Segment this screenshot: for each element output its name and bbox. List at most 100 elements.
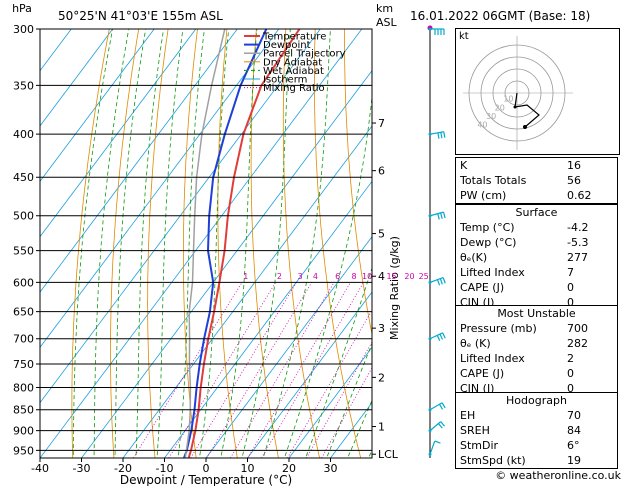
wind-barb	[429, 278, 446, 286]
hodograph-title: Hodograph	[456, 393, 617, 408]
hodograph-index-value: 19	[567, 453, 613, 468]
hodograph-storm-motion	[523, 125, 527, 129]
dry-adiabat-line	[218, 29, 237, 458]
surface-title: Surface	[456, 205, 617, 220]
mixing-ratio-value-label: 1	[243, 272, 248, 281]
datetime-label: 16.01.2022 06GMT (Base: 18)	[410, 9, 590, 23]
pressure-tick-label: 500	[13, 210, 34, 223]
most-unstable-row: CAPE (J) 0	[456, 366, 617, 381]
surface-row: Dewp (°C)-5.3	[456, 235, 617, 250]
surface-value: -5.3	[567, 235, 613, 250]
surface-label: Lifted Index	[460, 265, 525, 280]
surface-value: -4.2	[567, 220, 613, 235]
temp-tick-label: -40	[31, 462, 49, 475]
pressure-tick-label: 650	[13, 306, 34, 319]
mixing-ratio-value-label: 15	[386, 272, 396, 281]
dry-adiabat-line	[111, 29, 139, 458]
hodograph-index-label: SREH	[460, 423, 490, 438]
dry-adiabat-line	[374, 29, 443, 458]
mixing-ratio-value-label: 4	[313, 272, 318, 281]
pressure-unit-label: hPa	[12, 2, 32, 15]
most-unstable-value: 0	[567, 366, 613, 381]
wind-barb	[429, 422, 445, 432]
wind-barb	[429, 132, 445, 139]
pressure-tick-label: 950	[13, 444, 34, 457]
series-parcel-trajectory	[185, 29, 225, 458]
height-tick-label: 6	[378, 165, 385, 178]
index-row: K 16	[456, 158, 617, 173]
mixing-ratio-value-label: 8	[352, 272, 357, 281]
surface-value: 277	[567, 250, 613, 265]
mixing-ratio-value-label: 2	[277, 272, 282, 281]
most-unstable-value: 2	[567, 351, 613, 366]
hodograph-index-value: 6°	[567, 438, 613, 453]
most-unstable-row: θₑ (K)282	[456, 336, 617, 351]
isotherm-line	[82, 29, 404, 458]
index-value: 16	[567, 158, 613, 173]
index-label: K	[460, 158, 467, 173]
wind-barb	[429, 212, 446, 219]
most-unstable-value: 700	[567, 321, 613, 336]
wind-barb	[429, 333, 446, 341]
wet-adiabat-line	[156, 29, 183, 469]
x-axis-title: Dewpoint / Temperature (°C)	[120, 473, 292, 486]
mixing-ratio-axis-label: Mixing Ratio (g/kg)	[388, 236, 401, 340]
hodograph-point	[514, 106, 517, 109]
surface-row: CAPE (J)0	[456, 280, 617, 295]
index-value: 0.62	[567, 188, 613, 203]
height-tick-label: 3	[378, 322, 385, 335]
surface-row: Lifted Index 7	[456, 265, 617, 280]
mixing-ratio-value-label: 25	[419, 272, 429, 281]
most-unstable-label: Lifted Index	[460, 351, 525, 366]
pressure-tick-label: 800	[13, 382, 34, 395]
isotherm-line	[0, 29, 71, 458]
height-tick-label: 2	[378, 371, 385, 384]
pressure-tick-label: 750	[13, 358, 34, 371]
most-unstable-row: Lifted Index 2	[456, 351, 617, 366]
height-tick-label: LCL	[378, 448, 399, 461]
most-unstable-label: CAPE (J)	[460, 366, 504, 381]
height-unit-label-2: ASL	[376, 16, 398, 29]
hodograph-index-value: 84	[567, 423, 613, 438]
wet-adiabat-line	[115, 29, 146, 469]
wet-adiabat-line	[301, 29, 430, 469]
height-tick-label: 5	[378, 228, 385, 241]
hodograph-ring-label: 40	[477, 121, 487, 130]
height-tick-label: 1	[378, 421, 385, 434]
surface-value: 7	[567, 265, 613, 280]
index-label: PW (cm)	[460, 188, 506, 203]
most-unstable-value: 282	[567, 336, 613, 351]
mixing-ratio-value-label: 6	[335, 272, 340, 281]
index-value: 56	[567, 173, 613, 188]
isotherm-line	[0, 29, 237, 458]
wind-barb	[429, 28, 445, 36]
temp-tick-label: -30	[73, 462, 91, 475]
surface-label: CAPE (J)	[460, 280, 504, 295]
legend-label: Mixing Ratio	[263, 83, 325, 94]
temp-tick-label: 30	[324, 462, 338, 475]
mixing-ratio-value-label: 3	[298, 272, 303, 281]
dry-adiabat-line	[72, 29, 109, 458]
hodograph-index-label: StmSpd (kt)	[460, 453, 526, 468]
mixing-ratio-line	[248, 282, 351, 458]
most-unstable-row: Pressure (mb)700	[456, 321, 617, 336]
pressure-tick-label: 600	[13, 276, 34, 289]
index-row: PW (cm) 0.62	[456, 188, 617, 203]
surface-label: θₑ(K)	[460, 250, 487, 265]
isotherm-line	[165, 29, 487, 458]
hodograph-index-row: SREH 84	[456, 423, 617, 438]
mixing-ratio-line	[230, 282, 334, 458]
height-tick-label: 4	[378, 270, 385, 283]
hodograph-unit: kt	[459, 31, 469, 42]
height-unit-label: km	[376, 2, 393, 15]
pressure-tick-label: 300	[13, 23, 34, 36]
